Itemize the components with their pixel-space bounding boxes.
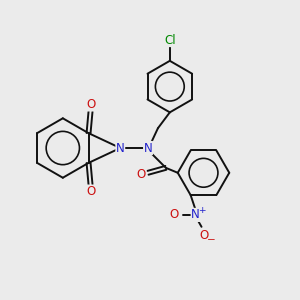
Text: O: O (86, 185, 95, 198)
Text: N: N (191, 208, 200, 221)
Text: O: O (86, 98, 95, 111)
Text: O: O (169, 208, 178, 221)
Text: Cl: Cl (164, 34, 176, 46)
Text: O: O (200, 229, 209, 242)
Text: −: − (207, 235, 216, 245)
Text: N: N (116, 142, 125, 154)
Text: N: N (144, 142, 152, 154)
Text: O: O (136, 168, 146, 181)
Text: +: + (198, 206, 205, 215)
